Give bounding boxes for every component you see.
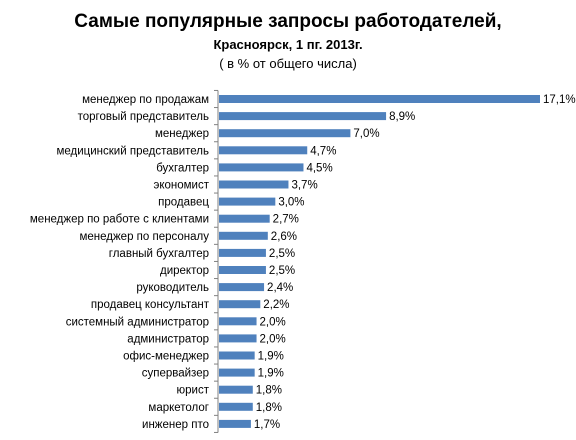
category-label: директор (160, 265, 209, 277)
bar (219, 317, 257, 326)
bar (219, 163, 304, 172)
value-label: 8,9% (389, 111, 415, 123)
bar (219, 197, 276, 206)
category-label: инженер пто (142, 419, 209, 431)
bar (219, 368, 255, 377)
category-label: продавец (158, 197, 209, 209)
bar (219, 214, 270, 223)
chart-title: Самые популярные запросы работодателей, (74, 11, 502, 32)
bar (219, 95, 540, 103)
value-label: 2,2% (263, 299, 289, 311)
category-label: маркетолог (148, 402, 209, 414)
bar (219, 266, 266, 274)
value-label: 4,7% (310, 145, 336, 157)
bar (219, 146, 308, 155)
bar (219, 385, 253, 394)
category-label: юрист (177, 385, 210, 397)
bar (219, 283, 265, 292)
value-label: 1,8% (256, 402, 282, 414)
category-label: торговый представитель (78, 111, 209, 123)
bar (219, 334, 257, 343)
value-label: 2,0% (260, 333, 286, 345)
category-label: экономист (153, 180, 209, 192)
value-label: 17,1% (543, 94, 576, 106)
category-label: администратор (127, 333, 209, 345)
value-label: 2,5% (269, 248, 295, 260)
bar (219, 248, 266, 257)
category-label: продавец консультант (91, 299, 210, 311)
category-label: менеджер по продажам (82, 94, 209, 106)
value-label: 1,7% (254, 419, 280, 431)
category-label: супервайзер (142, 368, 209, 380)
category-label: офис-менеджер (123, 351, 209, 363)
bar (219, 112, 387, 121)
category-label: бухгалтер (156, 162, 209, 174)
value-label: 7,0% (353, 128, 379, 140)
bar (219, 402, 253, 411)
bar (219, 351, 255, 360)
value-label: 1,9% (258, 351, 284, 363)
category-label: менеджер (155, 128, 209, 140)
value-label: 2,4% (267, 282, 293, 294)
value-label: 1,9% (258, 368, 284, 380)
value-label: 2,0% (260, 316, 286, 328)
category-label: менеджер по персоналу (79, 231, 209, 243)
value-label: 4,5% (306, 162, 332, 174)
chart-subtitle: Красноярск, 1 пг. 2013г. (213, 37, 363, 52)
value-label: 2,6% (271, 231, 297, 243)
category-label: главный бухгалтер (109, 248, 209, 260)
bar (219, 180, 289, 189)
bar (219, 231, 268, 240)
bar (219, 300, 261, 309)
value-label: 1,8% (256, 385, 282, 397)
value-label: 3,7% (291, 180, 317, 192)
bar (219, 129, 351, 138)
value-label: 2,7% (273, 214, 299, 226)
bar (219, 419, 251, 428)
category-label: медицинский представитель (56, 145, 209, 157)
value-label: 3,0% (278, 197, 304, 209)
value-label: 2,5% (269, 265, 295, 277)
category-label: руководитель (136, 282, 209, 294)
category-label: менеджер по работе с клиентами (30, 214, 209, 226)
chart-note: ( в % от общего числа) (219, 56, 357, 71)
category-label: системный администратор (66, 316, 209, 328)
